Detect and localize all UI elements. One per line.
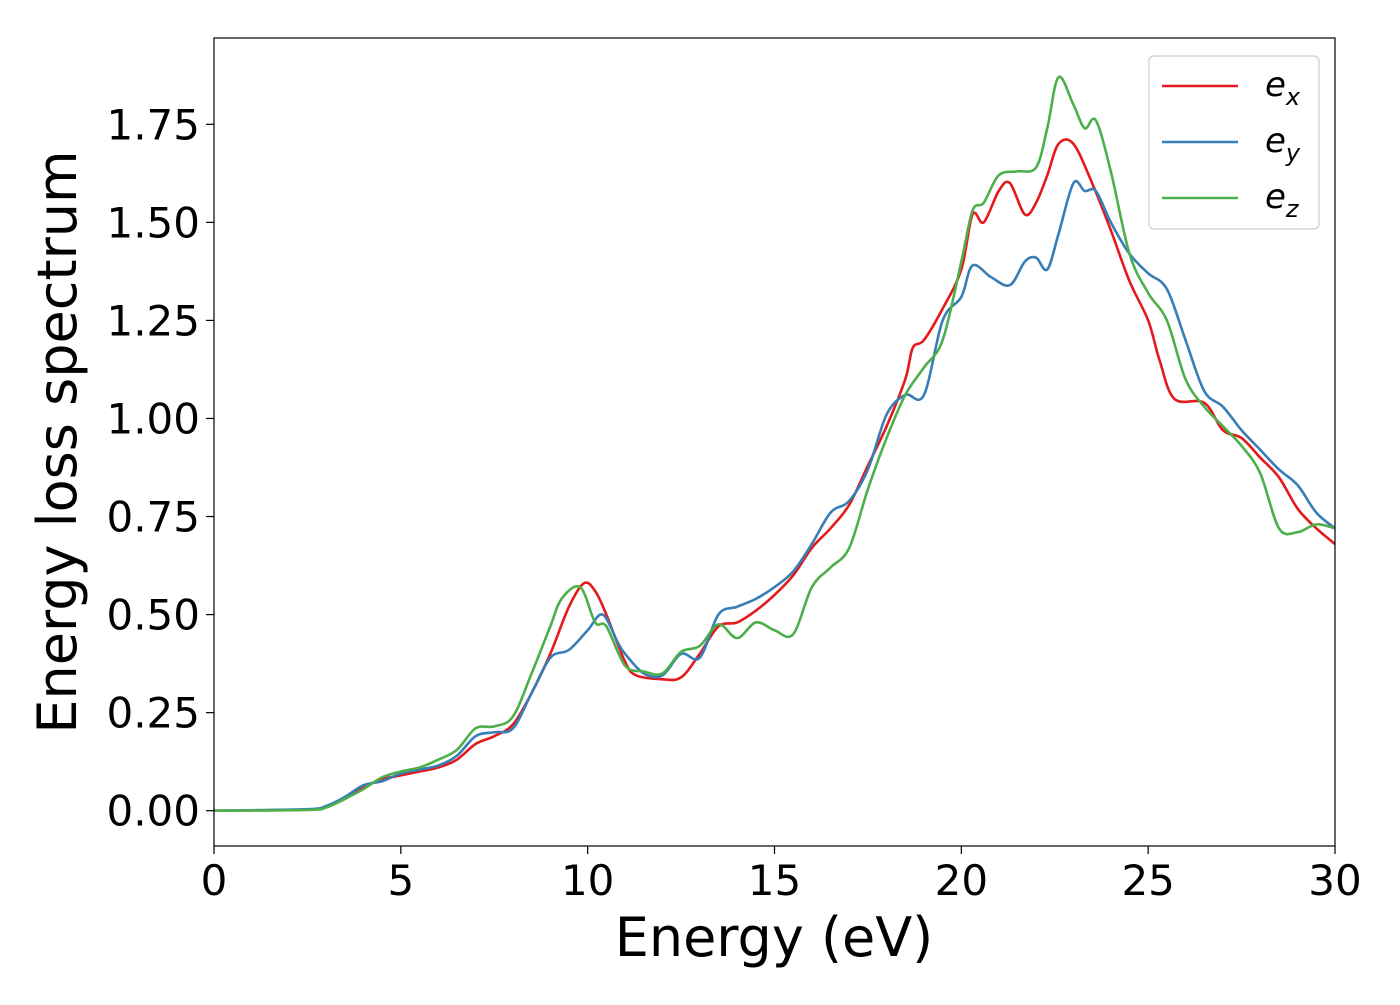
- y-axis-ticks: 0.00 0.25 0.50 0.75 1.00 1.25 1.50 1.75: [106, 100, 214, 836]
- y-tick-label: 0.75: [106, 493, 200, 542]
- series-line-e-z: [214, 75, 1335, 812]
- x-axis-label: Energy (eV): [615, 906, 934, 969]
- legend-label-e-x: ex: [1265, 65, 1301, 111]
- legend-label-e-z: ez: [1265, 177, 1300, 223]
- x-axis-ticks: 0 5 10 15 20 25 30: [201, 846, 1362, 905]
- x-tick-label: 0: [201, 856, 228, 905]
- y-tick-label: 0.25: [106, 689, 200, 738]
- plot-frame: [213, 37, 1336, 847]
- y-axis-label: Energy loss spectrum: [26, 150, 89, 733]
- legend: ex ey ez: [1148, 55, 1320, 230]
- x-tick-label: 25: [1121, 856, 1174, 905]
- x-tick-label: 5: [387, 856, 414, 905]
- y-tick-label: 1.75: [106, 100, 200, 149]
- x-tick-label: 15: [748, 856, 801, 905]
- y-tick-label: 1.00: [106, 394, 200, 443]
- x-tick-label: 20: [935, 856, 988, 905]
- y-tick-label: 1.25: [106, 296, 200, 345]
- series-line-e-x: [214, 138, 1335, 812]
- plot-series: [214, 75, 1335, 812]
- x-tick-label: 10: [561, 856, 614, 905]
- legend-label-e-y: ey: [1265, 121, 1301, 167]
- y-tick-label: 0.00: [106, 787, 200, 836]
- x-tick-label: 30: [1308, 856, 1361, 905]
- series-line-e-y: [214, 179, 1335, 812]
- y-tick-label: 1.50: [106, 198, 200, 247]
- y-tick-label: 0.50: [106, 591, 200, 640]
